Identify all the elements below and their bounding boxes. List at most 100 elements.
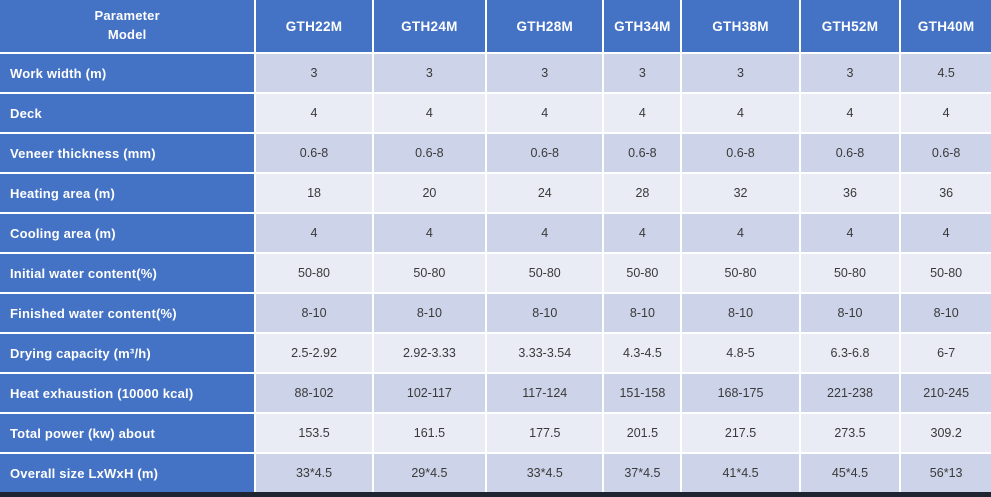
cell-deck-gth34m: 4 xyxy=(604,94,681,132)
cell-deck-gth22m: 4 xyxy=(256,94,372,132)
header-model-gth52m: GTH52M xyxy=(800,0,900,52)
cell-size-gth38m: 41*4.5 xyxy=(682,454,799,492)
cell-work-width-gth28m: 3 xyxy=(487,54,603,92)
cell-cooling-gth24m: 4 xyxy=(373,214,486,252)
cell-work-width-gth34m: 3 xyxy=(604,54,681,92)
row-label-cooling-area: Cooling area (m) xyxy=(0,214,255,252)
cell-cooling-gth52m: 4 xyxy=(800,214,900,252)
cell-heating-gth34m: 28 xyxy=(604,174,681,212)
cell-heating-gth52m: 36 xyxy=(800,174,900,212)
header-model-gth28m: GTH28M xyxy=(487,0,603,52)
cell-veneer-gth34m: 0.6-8 xyxy=(604,134,681,172)
cell-heat-gth24m: 102-117 xyxy=(373,374,486,412)
row-label-finished-water: Finished water content(%) xyxy=(0,294,255,332)
cell-heating-gth24m: 20 xyxy=(373,174,486,212)
cell-power-gth38m: 217.5 xyxy=(682,414,799,452)
header-model-gth40m: GTH40M xyxy=(901,0,991,52)
cell-size-gth22m: 33*4.5 xyxy=(256,454,372,492)
cell-finished-gth24m: 8-10 xyxy=(373,294,486,332)
cell-work-width-gth38m: 3 xyxy=(682,54,799,92)
cell-heat-gth38m: 168-175 xyxy=(682,374,799,412)
cell-initial-gth24m: 50-80 xyxy=(373,254,486,292)
cell-finished-gth52m: 8-10 xyxy=(800,294,900,332)
cell-deck-gth24m: 4 xyxy=(373,94,486,132)
cell-initial-gth22m: 50-80 xyxy=(256,254,372,292)
row-label-total-power: Total power (kw) about xyxy=(0,414,255,452)
cell-cooling-gth40m: 4 xyxy=(901,214,991,252)
cell-drying-gth38m: 4.8-5 xyxy=(682,334,799,372)
cell-heating-gth22m: 18 xyxy=(256,174,372,212)
cell-deck-gth28m: 4 xyxy=(487,94,603,132)
header-model-gth34m: GTH34M xyxy=(604,0,681,52)
cell-veneer-gth40m: 0.6-8 xyxy=(901,134,991,172)
cell-finished-gth22m: 8-10 xyxy=(256,294,372,332)
cell-drying-gth40m: 6-7 xyxy=(901,334,991,372)
row-label-overall-size: Overall size LxWxH (m) xyxy=(0,454,255,492)
header-model-gth24m: GTH24M xyxy=(373,0,486,52)
cell-size-gth34m: 37*4.5 xyxy=(604,454,681,492)
cell-deck-gth38m: 4 xyxy=(682,94,799,132)
cell-deck-gth52m: 4 xyxy=(800,94,900,132)
cell-power-gth22m: 153.5 xyxy=(256,414,372,452)
cell-power-gth40m: 309.2 xyxy=(901,414,991,452)
cell-size-gth52m: 45*4.5 xyxy=(800,454,900,492)
cell-cooling-gth34m: 4 xyxy=(604,214,681,252)
cell-heat-gth40m: 210-245 xyxy=(901,374,991,412)
cell-finished-gth28m: 8-10 xyxy=(487,294,603,332)
cell-heating-gth28m: 24 xyxy=(487,174,603,212)
cell-heat-gth34m: 151-158 xyxy=(604,374,681,412)
cell-drying-gth22m: 2.5-2.92 xyxy=(256,334,372,372)
cell-heating-gth38m: 32 xyxy=(682,174,799,212)
header-model-gth38m: GTH38M xyxy=(682,0,799,52)
corner-parameter-label: Parameter xyxy=(94,8,160,24)
cell-finished-gth38m: 8-10 xyxy=(682,294,799,332)
cell-veneer-gth52m: 0.6-8 xyxy=(800,134,900,172)
row-label-veneer-thickness: Veneer thickness (mm) xyxy=(0,134,255,172)
row-label-heating-area: Heating area (m) xyxy=(0,174,255,212)
header-corner-cell: Parameter Model xyxy=(0,0,255,52)
cell-drying-gth34m: 4.3-4.5 xyxy=(604,334,681,372)
row-label-heat-exhaustion: Heat exhaustion (10000 kcal) xyxy=(0,374,255,412)
cell-power-gth52m: 273.5 xyxy=(800,414,900,452)
row-label-drying-capacity: Drying capacity (m³/h) xyxy=(0,334,255,372)
cell-work-width-gth24m: 3 xyxy=(373,54,486,92)
bottom-bar xyxy=(0,492,991,497)
cell-power-gth34m: 201.5 xyxy=(604,414,681,452)
cell-cooling-gth38m: 4 xyxy=(682,214,799,252)
cell-power-gth24m: 161.5 xyxy=(373,414,486,452)
cell-veneer-gth28m: 0.6-8 xyxy=(487,134,603,172)
cell-veneer-gth38m: 0.6-8 xyxy=(682,134,799,172)
cell-drying-gth52m: 6.3-6.8 xyxy=(800,334,900,372)
cell-finished-gth34m: 8-10 xyxy=(604,294,681,332)
cell-drying-gth24m: 2.92-3.33 xyxy=(373,334,486,372)
cell-cooling-gth22m: 4 xyxy=(256,214,372,252)
cell-initial-gth40m: 50-80 xyxy=(901,254,991,292)
cell-size-gth40m: 56*13 xyxy=(901,454,991,492)
cell-heating-gth40m: 36 xyxy=(901,174,991,212)
cell-initial-gth38m: 50-80 xyxy=(682,254,799,292)
row-label-initial-water: Initial water content(%) xyxy=(0,254,255,292)
corner-model-label: Model xyxy=(107,27,147,42)
cell-heat-gth52m: 221-238 xyxy=(800,374,900,412)
cell-veneer-gth24m: 0.6-8 xyxy=(373,134,486,172)
cell-power-gth28m: 177.5 xyxy=(487,414,603,452)
cell-veneer-gth22m: 0.6-8 xyxy=(256,134,372,172)
header-model-gth22m: GTH22M xyxy=(256,0,372,52)
row-label-work-width: Work width (m) xyxy=(0,54,255,92)
cell-heat-gth28m: 117-124 xyxy=(487,374,603,412)
cell-initial-gth28m: 50-80 xyxy=(487,254,603,292)
cell-size-gth24m: 29*4.5 xyxy=(373,454,486,492)
cell-heat-gth22m: 88-102 xyxy=(256,374,372,412)
cell-finished-gth40m: 8-10 xyxy=(901,294,991,332)
cell-work-width-gth40m: 4.5 xyxy=(901,54,991,92)
cell-deck-gth40m: 4 xyxy=(901,94,991,132)
cell-work-width-gth52m: 3 xyxy=(800,54,900,92)
cell-drying-gth28m: 3.33-3.54 xyxy=(487,334,603,372)
cell-size-gth28m: 33*4.5 xyxy=(487,454,603,492)
row-label-deck: Deck xyxy=(0,94,255,132)
cell-initial-gth34m: 50-80 xyxy=(604,254,681,292)
cell-cooling-gth28m: 4 xyxy=(487,214,603,252)
cell-work-width-gth22m: 3 xyxy=(256,54,372,92)
